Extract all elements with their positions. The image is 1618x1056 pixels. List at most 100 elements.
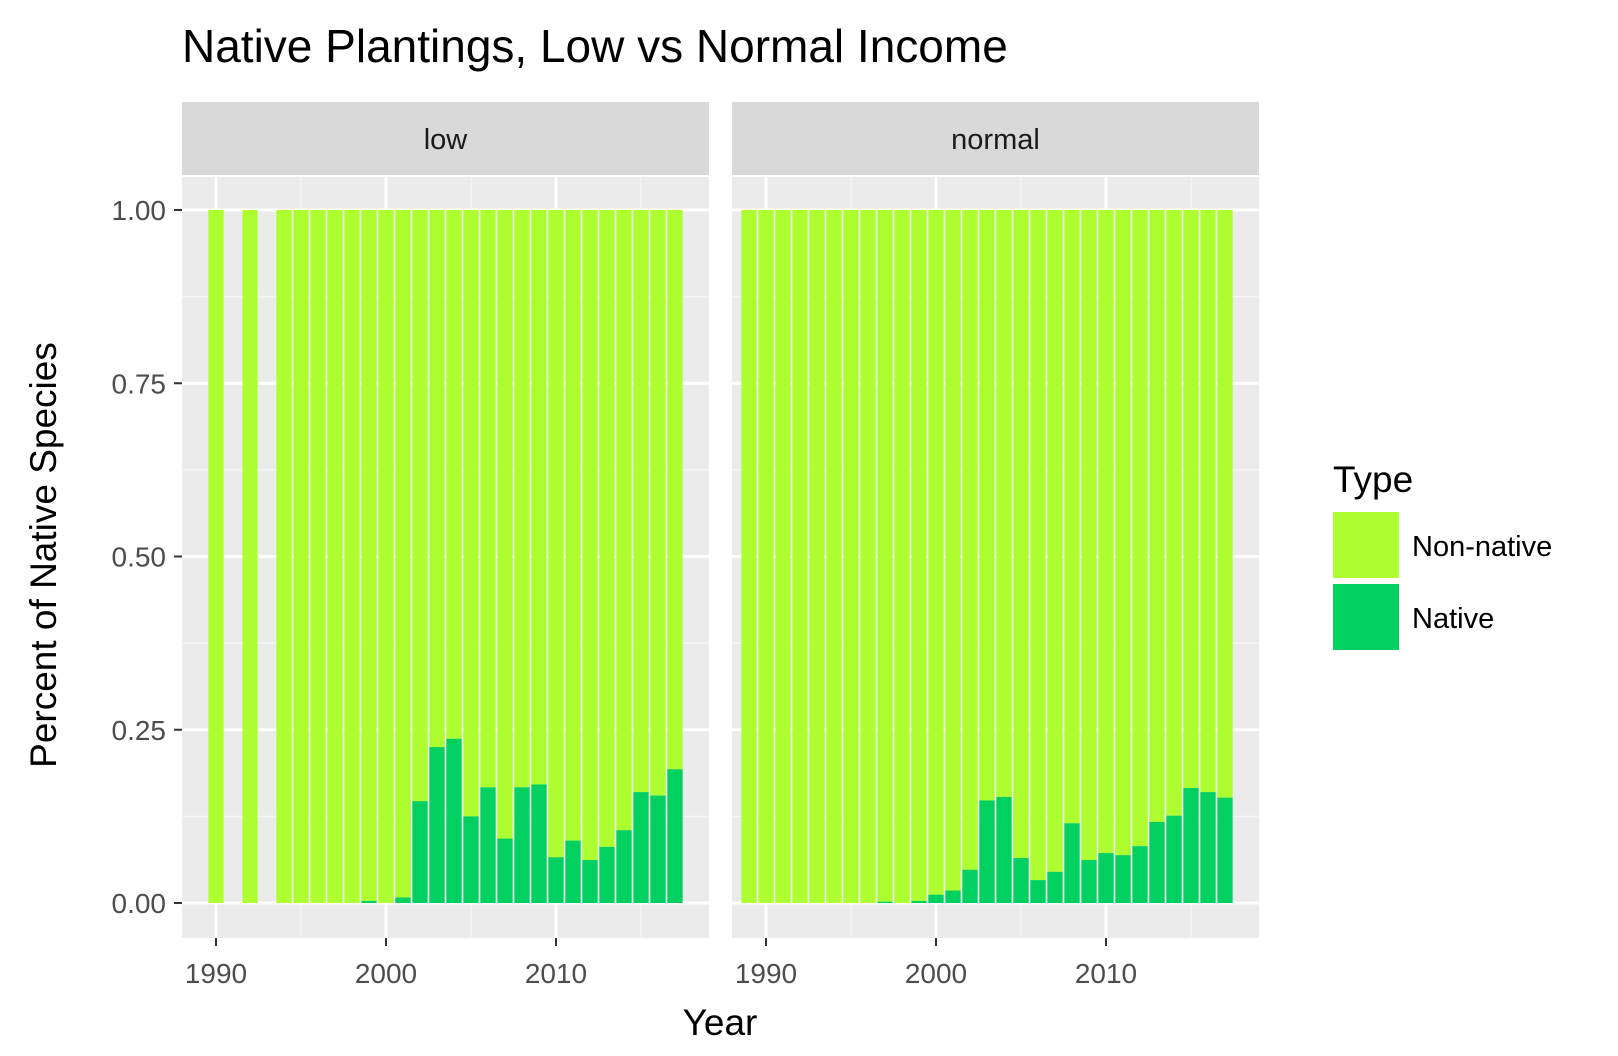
bar-native-2014 xyxy=(1166,815,1182,903)
bar-non-native-2005 xyxy=(463,210,479,817)
y-axis-label: Percent of Native Species xyxy=(23,342,64,768)
bar-non-native-1993 xyxy=(809,210,825,903)
bar-non-native-2001 xyxy=(945,210,961,891)
bar-native-2008 xyxy=(1064,823,1080,903)
bar-non-native-1995 xyxy=(843,210,859,903)
bar-native-2009 xyxy=(1081,860,1097,903)
bar-native-2003 xyxy=(979,800,995,903)
bar-non-native-2016 xyxy=(650,210,666,796)
bar-native-2008 xyxy=(514,787,530,903)
bar-non-native-2016 xyxy=(1200,210,1216,793)
facet-strip xyxy=(182,102,709,175)
bar-non-native-1992 xyxy=(792,210,808,903)
y-tick-label: 1.00 xyxy=(112,195,167,226)
bar-non-native-2013 xyxy=(599,210,615,847)
bar-native-2013 xyxy=(599,846,615,903)
bar-native-2009 xyxy=(531,784,547,903)
bar-non-native-2017 xyxy=(667,210,683,770)
bar-non-native-2013 xyxy=(1149,210,1165,822)
bar-non-native-1998 xyxy=(894,210,910,903)
bar-native-2006 xyxy=(480,787,496,903)
x-tick-label: 2000 xyxy=(905,958,967,989)
bar-non-native-2004 xyxy=(996,210,1012,797)
bar-native-1997 xyxy=(877,901,893,903)
bar-non-native-2012 xyxy=(1132,210,1148,847)
bar-native-2017 xyxy=(1217,797,1233,903)
bar-non-native-2002 xyxy=(962,210,978,870)
bar-native-2006 xyxy=(1030,880,1046,903)
bar-native-2016 xyxy=(1200,792,1216,903)
bar-non-native-2010 xyxy=(548,210,564,858)
x-tick-label: 2010 xyxy=(525,958,587,989)
bar-native-2005 xyxy=(463,816,479,903)
bar-native-2004 xyxy=(446,738,462,903)
bar-native-2001 xyxy=(395,897,411,903)
bar-native-2016 xyxy=(650,795,666,903)
bar-native-2013 xyxy=(1149,821,1165,903)
bar-non-native-2011 xyxy=(565,210,581,841)
bar-native-2015 xyxy=(1183,787,1199,903)
x-axis-label: Year xyxy=(683,1002,758,1043)
y-tick-label: 0.50 xyxy=(112,542,167,573)
bar-non-native-1999 xyxy=(911,210,927,901)
x-tick-label: 1990 xyxy=(735,958,797,989)
bar-native-2014 xyxy=(616,830,632,903)
bar-native-2007 xyxy=(1047,871,1063,903)
bar-non-native-2004 xyxy=(446,210,462,739)
legend-key-non-native xyxy=(1333,512,1399,578)
bar-non-native-2000 xyxy=(928,210,944,895)
bar-non-native-2006 xyxy=(1030,210,1046,881)
bar-non-native-1996 xyxy=(860,210,876,903)
x-tick-label: 1990 xyxy=(185,958,247,989)
facet-strip xyxy=(732,102,1259,175)
bar-non-native-2008 xyxy=(514,210,530,788)
bar-non-native-1991 xyxy=(775,210,791,903)
legend: Type Non-native Native xyxy=(1333,459,1552,650)
bar-non-native-1990 xyxy=(758,210,774,903)
facet-strip-label: normal xyxy=(951,124,1040,156)
y-tick-label: 0.25 xyxy=(112,715,167,746)
bar-non-native-2009 xyxy=(531,210,547,785)
bar-native-2012 xyxy=(1132,846,1148,903)
bar-non-native-1995 xyxy=(293,210,309,903)
facet-panel-normal: normal 1990 2000 2010 xyxy=(732,102,1259,989)
bar-non-native-2001 xyxy=(395,210,411,898)
y-tick-label: 0.00 xyxy=(112,888,167,919)
bar-non-native-1996 xyxy=(310,210,326,903)
legend-label: Native xyxy=(1412,603,1494,635)
bar-non-native-2014 xyxy=(616,210,632,831)
bar-non-native-2011 xyxy=(1115,210,1131,856)
bar-non-native-2002 xyxy=(412,210,428,802)
bar-non-native-2003 xyxy=(979,210,995,801)
bar-non-native-1994 xyxy=(276,210,292,903)
chart-title: Native Plantings, Low vs Normal Income xyxy=(182,20,1008,72)
x-tick-label: 2010 xyxy=(1075,958,1137,989)
bar-non-native-1998 xyxy=(344,210,360,903)
bar-native-2001 xyxy=(945,890,961,903)
bar-non-native-1999 xyxy=(361,210,377,901)
x-tick-label: 2000 xyxy=(355,958,417,989)
bar-non-native-1997 xyxy=(877,210,893,902)
bar-non-native-1989 xyxy=(741,210,757,903)
bar-non-native-2005 xyxy=(1013,210,1029,858)
bar-non-native-2015 xyxy=(1183,210,1199,788)
bar-native-2010 xyxy=(548,857,564,903)
bar-non-native-2007 xyxy=(1047,210,1063,872)
legend-title: Type xyxy=(1333,459,1413,500)
bar-non-native-2000 xyxy=(378,210,394,903)
bar-native-2004 xyxy=(996,796,1012,903)
bar-native-2000 xyxy=(928,894,944,903)
bar-non-native-1997 xyxy=(327,210,343,903)
bar-native-2017 xyxy=(667,769,683,903)
bar-native-2010 xyxy=(1098,853,1114,903)
bar-native-1999 xyxy=(361,900,377,903)
bar-non-native-1990 xyxy=(208,210,224,903)
bar-native-2003 xyxy=(429,747,445,903)
bar-native-2002 xyxy=(412,801,428,903)
bar-native-2005 xyxy=(1013,857,1029,903)
bar-non-native-2003 xyxy=(429,210,445,748)
bar-native-2007 xyxy=(497,838,513,903)
bar-non-native-2009 xyxy=(1081,210,1097,861)
bar-non-native-2012 xyxy=(582,210,598,861)
bar-non-native-1994 xyxy=(826,210,842,903)
